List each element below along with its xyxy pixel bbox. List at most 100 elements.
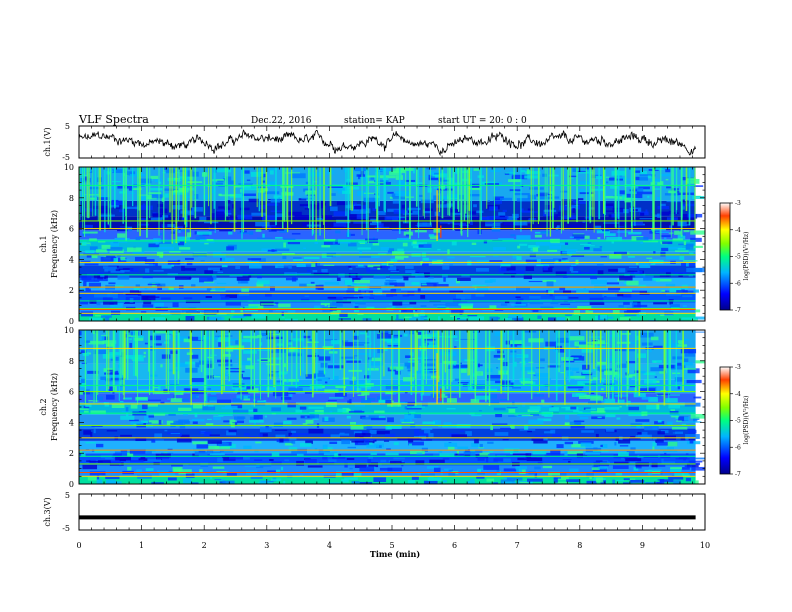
- spectrogram-cell: [166, 331, 174, 334]
- spectrogram-cell: [548, 317, 557, 321]
- spectrogram-cell: [256, 282, 264, 288]
- spectrogram-cell: [512, 386, 521, 389]
- spectrogram-cell: [135, 205, 148, 210]
- spectrogram-cell: [663, 343, 673, 348]
- spectrogram-cell: [577, 305, 592, 310]
- spectrogram-cell: [553, 475, 561, 479]
- spectrogram-cell: [494, 198, 502, 201]
- spectrogram-cell: [624, 478, 636, 480]
- spectrogram-cell: [90, 197, 97, 200]
- spectrogram-cell: [287, 320, 297, 321]
- spectrogram-cell: [359, 466, 375, 472]
- spectrogram-cell: [299, 204, 316, 207]
- spectrogram-cell: [423, 243, 432, 248]
- spectrogram-cell: [680, 203, 696, 207]
- spectrogram-cell: [414, 431, 428, 436]
- spectrogram-cell: [489, 278, 496, 283]
- spectrogram-cell: [521, 414, 534, 417]
- spectrogram-cell: [595, 366, 601, 371]
- spectrogram-cell: [576, 453, 583, 458]
- spectrogram-cell: [253, 414, 263, 420]
- spectrogram-band: [79, 476, 696, 484]
- spectrogram-cell: [421, 363, 436, 367]
- spectrogram-cell: [372, 207, 378, 211]
- spectrogram-cell: [671, 426, 688, 430]
- spectrogram-cell: [83, 405, 90, 409]
- spectrogram-cell: [172, 466, 183, 472]
- spectrogram-cell: [573, 420, 585, 423]
- colorbar-tick-label: -5: [735, 418, 741, 425]
- spectrogram-cell: [129, 297, 134, 303]
- spectrogram-cell: [606, 282, 620, 285]
- spectrogram-cell: [124, 206, 138, 209]
- spectrogram-cell: [491, 226, 501, 232]
- spectrogram-cell: [113, 240, 128, 243]
- spectrogram-cell: [382, 265, 390, 269]
- spectrogram-cell: [509, 270, 517, 272]
- spectrogram-cell: [365, 175, 379, 178]
- spectrogram-cell: [273, 195, 284, 200]
- spectrogram-cell: [679, 389, 685, 391]
- spectrogram-cell: [410, 450, 425, 455]
- spectrogram-cell: [590, 379, 593, 382]
- spectrogram-cell: [81, 169, 92, 173]
- spectrogram-cell: [516, 415, 529, 418]
- spectrogram-cell: [357, 190, 366, 196]
- spectrogram-cell: [143, 415, 150, 421]
- spectrogram-cell: [181, 398, 189, 402]
- spectrogram-cell: [660, 173, 672, 177]
- spectrogram-cell: [638, 186, 650, 190]
- spectrogram-cell: [420, 199, 434, 204]
- spectrogram-cell: [385, 433, 396, 438]
- spectrogram-cell: [192, 336, 203, 341]
- spectrogram-cell: [353, 431, 362, 435]
- spectrogram-cell: [479, 452, 490, 456]
- spectrogram-cell: [672, 238, 683, 241]
- spectrogram-cell: [359, 250, 363, 254]
- spectrogram-cell: [198, 360, 214, 365]
- spectrogram-cell: [298, 385, 313, 387]
- spectrogram-cell: [92, 396, 104, 401]
- spectrogram-cell: [622, 292, 632, 298]
- spectrogram-cell: [605, 413, 616, 418]
- spectrogram-cell: [465, 431, 472, 436]
- spectrogram-cell: [325, 402, 337, 408]
- spectrogram-cell: [435, 351, 446, 356]
- spectrogram-cell: [516, 256, 522, 261]
- spectrogram-cell: [137, 218, 147, 221]
- spectrogram-cell: [695, 316, 705, 320]
- spectrogram-cell: [522, 330, 537, 333]
- spectrogram-cell: [240, 279, 248, 284]
- spectrogram-cell: [242, 272, 254, 274]
- spectrogram-cell: [496, 468, 500, 474]
- spectrogram-cell: [368, 455, 374, 459]
- spectrogram-cell: [506, 406, 518, 408]
- spectrogram-cell: [650, 464, 666, 467]
- spectrogram-cell: [409, 316, 424, 321]
- spectrogram-cell: [141, 311, 147, 313]
- spectrogram-cell: [207, 440, 222, 444]
- spectrogram-cell: [610, 395, 619, 397]
- spectrogram-cell: [418, 434, 427, 440]
- spectrogram-cell: [136, 195, 148, 201]
- spectrogram-cell: [406, 365, 411, 369]
- spectrogram-cell: [481, 217, 488, 220]
- spectrogram-cell: [568, 224, 583, 227]
- spectrogram-cell: [83, 253, 99, 255]
- spectrogram-cell: [237, 232, 253, 235]
- spectrogram-cell: [448, 442, 452, 444]
- spectrogram-cell: [342, 340, 349, 343]
- spectrogram-cell: [385, 279, 397, 282]
- spectrogram-cell: [420, 376, 437, 379]
- spectrogram-cell: [684, 353, 696, 357]
- spectrogram-cell: [130, 404, 138, 409]
- spectrogram-cell: [423, 359, 438, 361]
- spectrogram-cell: [415, 275, 425, 278]
- spectrogram-cell: [438, 236, 442, 239]
- spectrogram-cell: [370, 176, 375, 180]
- spectrogram-cell: [449, 264, 453, 267]
- spectrogram-cell: [281, 316, 285, 319]
- spectrogram-cell: [185, 300, 201, 304]
- spectrogram-cell: [288, 342, 292, 346]
- spectrogram-cell: [323, 241, 340, 245]
